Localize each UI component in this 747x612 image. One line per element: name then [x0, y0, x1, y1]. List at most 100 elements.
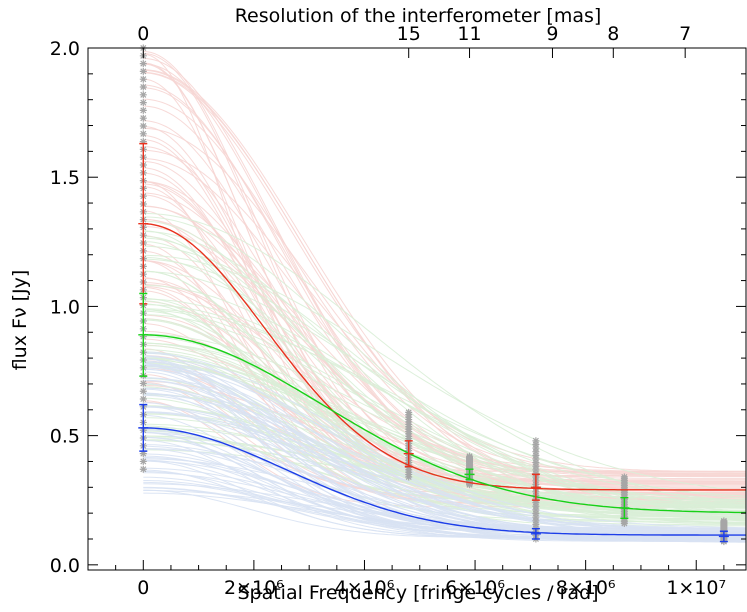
model-sample-curve [143, 308, 746, 500]
y-tick-label: 1.0 [50, 296, 80, 318]
model-sample-curve [143, 158, 746, 503]
model-sample-curve [143, 351, 746, 501]
sample-marker [532, 448, 540, 456]
x-tick-label: 0 [137, 577, 149, 599]
sample-marker [532, 510, 540, 518]
sample-marker [139, 450, 147, 458]
sample-marker [139, 114, 147, 122]
sample-marker [466, 452, 474, 460]
sample-marker [532, 437, 540, 445]
top-tick-label: 15 [397, 23, 421, 45]
model-sample-curve [143, 231, 746, 522]
sample-marker [139, 106, 147, 114]
model-sample-curve [143, 360, 746, 542]
sample-marker [532, 466, 540, 474]
model-sample-curve [143, 216, 746, 508]
model-sample-curve [143, 277, 746, 472]
model-sample-curve [143, 411, 746, 537]
x-tick-label: 4×10⁶ [335, 577, 395, 599]
model-sample-curves [143, 50, 746, 543]
top-tick-label: 11 [457, 23, 481, 45]
model-sample-curve [143, 352, 746, 529]
x-tick-label: 8×10⁶ [556, 577, 616, 599]
sample-marker [139, 60, 147, 68]
sample-marker [139, 457, 147, 465]
sample-marker [532, 517, 540, 525]
model-sample-curve [143, 254, 746, 492]
sample-marker [532, 459, 540, 467]
sample-marker [532, 451, 540, 459]
sample-marker [532, 520, 540, 528]
model-sample-curve [143, 492, 746, 533]
model-curve-2 [143, 427, 746, 536]
model-sample-curve [143, 387, 746, 529]
model-curve-0 [143, 223, 746, 491]
data-point-2 [530, 527, 541, 540]
sample-marker [532, 455, 540, 463]
model-sample-curve [143, 432, 746, 532]
data-points [138, 142, 729, 543]
sample-marker [720, 517, 728, 525]
model-sample-curve [143, 380, 746, 485]
y-tick-label: 1.5 [50, 167, 80, 189]
sample-marker [620, 473, 628, 481]
sample-marker [532, 470, 540, 478]
model-sample-curve [143, 361, 746, 534]
model-sample-curve [143, 431, 746, 538]
y-tick-label: 0.0 [50, 555, 80, 577]
model-sample-curve [143, 192, 746, 475]
sample-marker [139, 130, 147, 138]
sample-marker [139, 379, 147, 387]
top-tick-label: 0 [137, 23, 149, 45]
axis-ticks: 0 2×10⁶ 4×10⁶ 6×10⁶ 8×10⁶ 1×10⁷ 0 15 11 9 8 7 0.0 0.5… [50, 23, 746, 599]
model-sample-curve [143, 127, 746, 497]
model-sample-curve [143, 212, 746, 506]
sample-marker [532, 513, 540, 521]
sample-marker [139, 83, 147, 91]
sample-marker [139, 67, 147, 75]
model-sample-curve [143, 351, 746, 530]
model-sample-curve [143, 377, 746, 541]
x-tick-label: 1×10⁷ [666, 577, 726, 599]
data-point-0 [403, 440, 414, 468]
sample-marker [532, 440, 540, 448]
model-sample-curve [143, 467, 746, 538]
model-curves [143, 223, 746, 536]
plot-frame [87, 47, 747, 571]
model-sample-curve [143, 357, 746, 501]
model-sample-curve [143, 362, 746, 503]
data-point-2 [718, 530, 729, 543]
sample-marker [139, 138, 147, 146]
sample-marker [532, 444, 540, 452]
top-axis-title: Resolution of the interferometer [mas] [235, 5, 602, 27]
sample-marker [139, 122, 147, 130]
model-sample-curve [143, 445, 746, 541]
x-axis-title: Spatial Frequency [fringe cycles / rad] [237, 582, 598, 604]
model-sample-curve [143, 72, 746, 476]
sample-marker [532, 462, 540, 470]
model-sample-curve [143, 342, 746, 509]
top-tick-label: 8 [607, 23, 619, 45]
top-tick-label: 9 [546, 23, 558, 45]
sample-marker [139, 75, 147, 83]
model-sample-curve [143, 411, 746, 539]
sample-marker [532, 499, 540, 507]
sample-marker [139, 465, 147, 473]
data-point-0 [138, 142, 149, 305]
sample-marker [139, 91, 147, 99]
data-point-0 [530, 473, 541, 501]
top-tick-label: 7 [679, 23, 691, 45]
sample-marker [405, 408, 413, 416]
sample-marker [139, 99, 147, 107]
sample-marker [139, 395, 147, 403]
y-tick-label: 2.0 [50, 38, 80, 60]
data-point-1 [138, 292, 149, 377]
data-point-1 [619, 496, 630, 520]
model-curve-1 [143, 334, 746, 514]
x-tick-label: 6×10⁶ [445, 577, 505, 599]
sample-marker [532, 506, 540, 514]
x-tick-label: 2×10⁶ [224, 577, 284, 599]
y-tick-label: 0.5 [50, 426, 80, 448]
sample-marker [532, 502, 540, 510]
